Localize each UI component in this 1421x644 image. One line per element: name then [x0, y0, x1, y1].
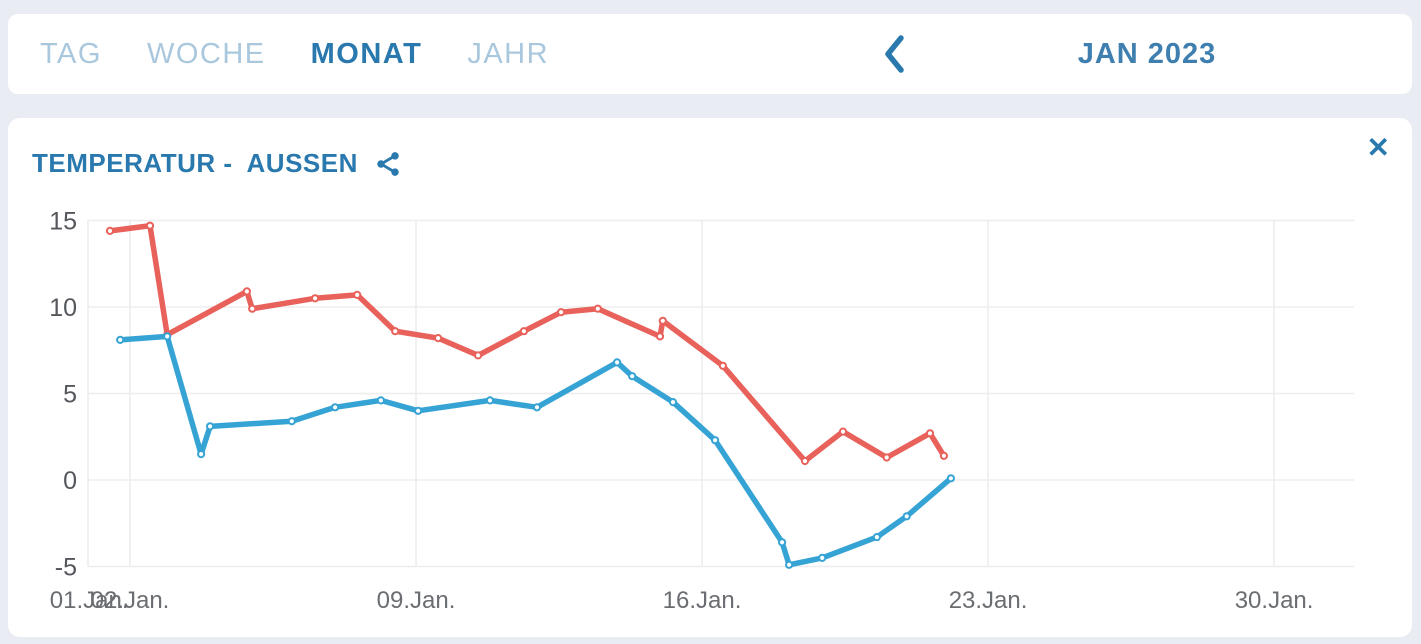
share-button[interactable]: [374, 150, 402, 178]
x-axis-tick-label: 09.Jan.: [377, 587, 456, 614]
upper-red-line-marker: [800, 456, 810, 466]
lower-blue-line-marker: [785, 560, 794, 569]
lower-blue-line-marker: [628, 372, 637, 381]
x-axis-tick-label: 02.Jan.: [91, 587, 170, 614]
y-axis-tick-label: 15: [49, 208, 77, 236]
temperature-chart: 15 10 5 0 -5 01.Jan.02.Jan. 09.Jan. 16.Jan. 23.J…: [49, 208, 1354, 614]
upper-red-line-marker: [434, 334, 443, 343]
y-axis-tick-label: 0: [63, 467, 77, 495]
lower-blue-line-marker: [287, 417, 296, 426]
lower-blue-line-marker: [331, 403, 340, 412]
upper-red-line-marker: [939, 451, 949, 460]
upper-red-line-marker: [474, 351, 483, 360]
x-axis-tick-label: 30.Jan.: [1235, 587, 1314, 614]
period-tab-list: TAG WOCHE MONAT JAHR: [40, 14, 549, 94]
tab-monat[interactable]: MONAT: [310, 37, 423, 70]
tab-woche[interactable]: WOCHE: [146, 37, 266, 70]
lower-blue-line-marker: [197, 450, 206, 459]
upper-red-line-marker: [593, 304, 602, 313]
lower-blue-line-marker: [532, 403, 542, 412]
period-label: JAN 2023: [1077, 38, 1217, 70]
card-title-location: AUSSEN: [246, 148, 358, 178]
chevron-left-icon: [885, 35, 904, 73]
upper-red-line-marker: [242, 287, 251, 296]
upper-red-line-marker: [353, 290, 362, 299]
lower-blue-line-marker: [946, 474, 956, 483]
upper-red-line-marker: [519, 327, 529, 336]
upper-red-line-marker: [718, 361, 728, 370]
upper-red-line-marker: [145, 221, 155, 230]
lower-blue-line-marker: [902, 512, 911, 521]
lower-blue-line-marker: [613, 358, 622, 367]
lower-blue-line-marker: [485, 396, 495, 405]
y-axis-tick-label: 5: [63, 381, 77, 409]
upper-red-line-marker: [557, 308, 566, 317]
share-icon: [377, 151, 399, 176]
previous-period-button[interactable]: [864, 14, 924, 94]
tab-tag[interactable]: TAG: [40, 37, 102, 70]
upper-red-line-marker: [838, 427, 848, 436]
lower-blue-line-marker: [116, 335, 125, 344]
tab-jahr[interactable]: JAHR: [467, 37, 550, 70]
card-title: TEMPERATUR - AUSSEN: [32, 148, 402, 179]
lower-blue-line-marker: [376, 396, 385, 405]
upper-red-line-marker: [105, 226, 115, 236]
upper-red-line-marker: [311, 294, 320, 303]
lower-blue-line-marker: [711, 436, 720, 445]
lower-blue-line-marker: [414, 406, 423, 415]
lower-blue-line-marker: [163, 332, 172, 341]
upper-red-line-marker: [882, 453, 891, 462]
lower-blue-line-marker: [818, 553, 827, 562]
card-title-sensor: TEMPERATUR -: [32, 148, 233, 178]
upper-red-line-marker: [658, 316, 667, 325]
close-chart-button[interactable]: ✕: [1366, 132, 1390, 163]
lower-blue-line-marker: [668, 398, 678, 407]
lower-blue-line-marker: [872, 533, 882, 542]
lower-blue-line-marker: [206, 422, 215, 431]
lower-blue-line-marker: [778, 538, 787, 547]
x-axis-tick-label: 23.Jan.: [949, 587, 1028, 614]
x-axis-tick-label: 16.Jan.: [663, 587, 742, 614]
y-axis-tick-label: -5: [55, 554, 77, 582]
upper-red-line-marker: [925, 429, 935, 438]
y-axis-tick-label: 10: [49, 294, 77, 322]
x-axis-tick-label: 01.Jan.: [50, 587, 129, 614]
upper-red-line-marker: [655, 332, 665, 341]
upper-red-line-marker: [391, 327, 400, 336]
period-selector-bar: TAG WOCHE MONAT JAHR JAN 2023: [8, 14, 1412, 94]
lower-blue-line: [117, 333, 954, 568]
upper-red-line-marker: [248, 304, 257, 313]
temperature-chart-card: TEMPERATUR - AUSSEN ✕ 15 10 5 0 -5 01.Jan. 02.…: [8, 118, 1412, 637]
